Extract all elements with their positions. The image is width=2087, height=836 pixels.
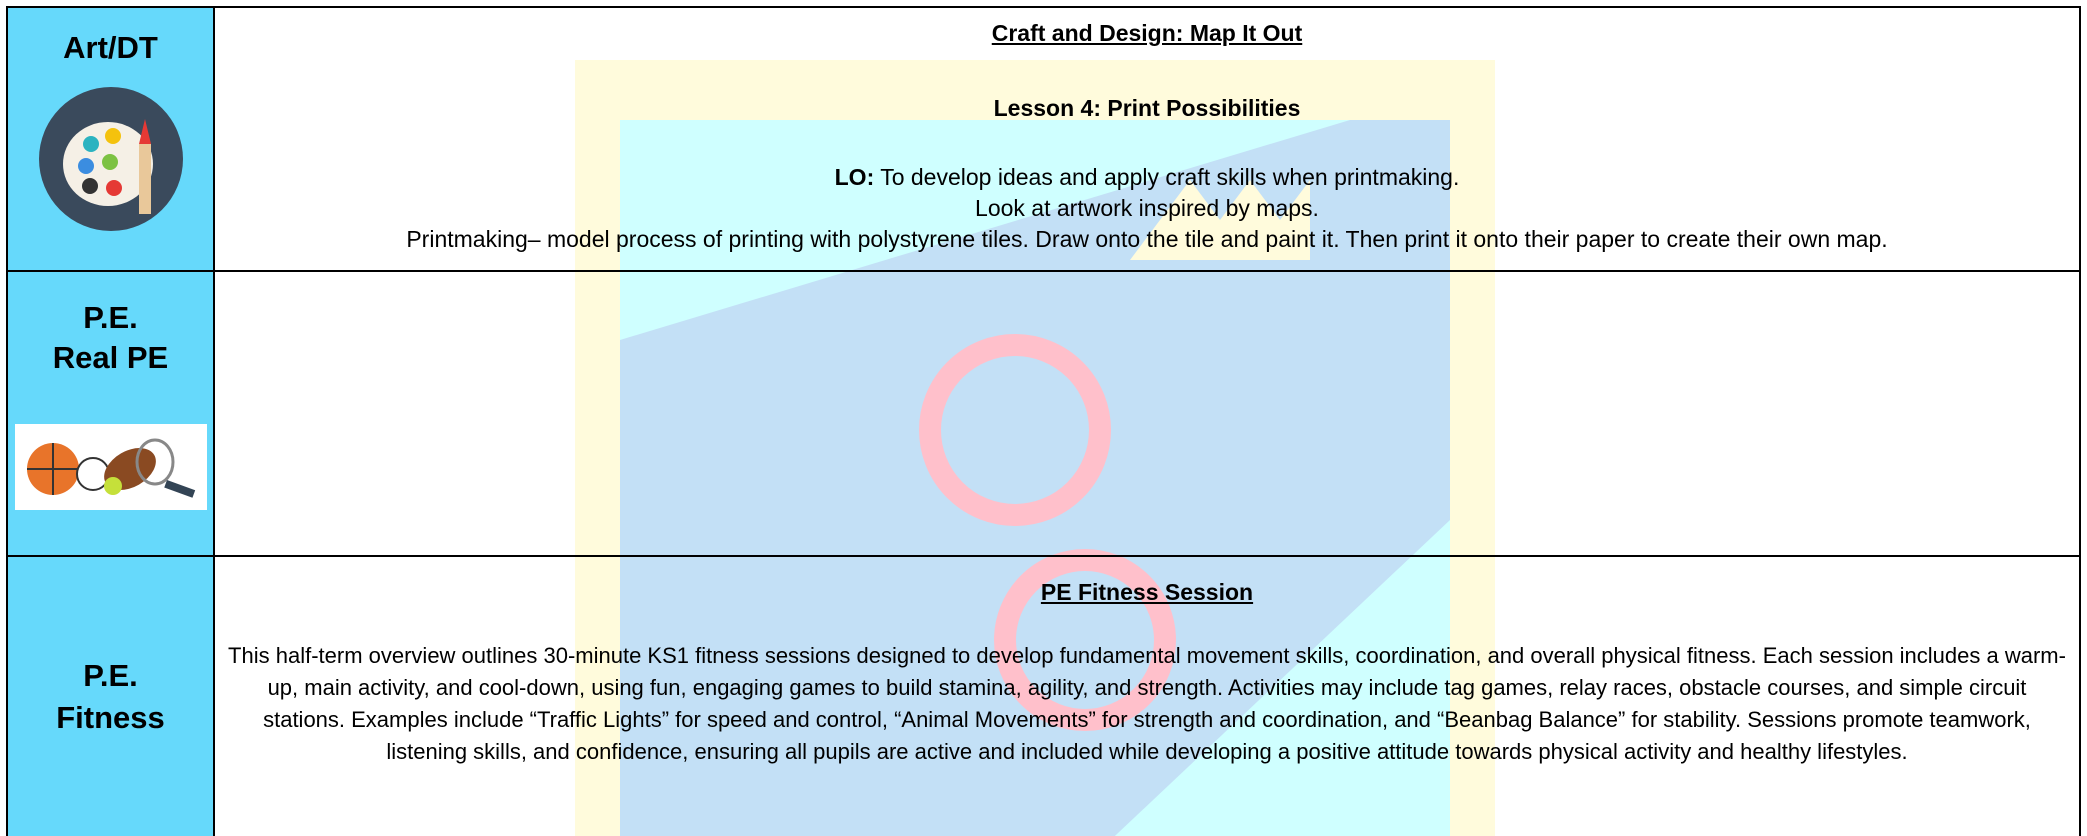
heading: Craft and Design: Map It Out xyxy=(991,20,1303,46)
crest-letter xyxy=(919,334,1111,526)
text-line: Printmaking– model process of printing w… xyxy=(406,226,1888,252)
paragraph: This half-term overview outlines 30-minu… xyxy=(228,643,2066,764)
sports-icon xyxy=(14,424,207,510)
subject-label: P.E. xyxy=(83,658,138,693)
heading: PE Fitness Session xyxy=(1040,579,1254,605)
content-cell: PE Fitness Session This half-term overvi… xyxy=(213,555,2081,836)
subject-label: P.E. xyxy=(83,300,138,335)
crest-diagonal xyxy=(620,120,1450,836)
subject-cell: Art/DT xyxy=(6,6,215,272)
objective: LO: To develop ideas and apply craft ski… xyxy=(215,162,2079,193)
objective-text: To develop ideas and apply craft skills … xyxy=(874,164,1460,190)
subject-label: Real PE xyxy=(52,340,169,375)
subject-label: Fitness xyxy=(56,700,165,735)
crest-border xyxy=(575,60,1495,836)
text-line: Look at artwork inspired by maps. xyxy=(975,195,1319,221)
objective-label: LO: xyxy=(834,164,875,190)
palette-icon xyxy=(38,87,183,231)
subject-cell: P.E. Real PE xyxy=(6,270,215,557)
content-cell: Craft and Design: Map It Out Lesson 4: P… xyxy=(213,6,2081,272)
lesson-title: Lesson 4: Print Possibilities xyxy=(993,95,1301,121)
subject-cell: P.E. Fitness xyxy=(6,555,215,836)
content-cell xyxy=(213,270,2081,557)
crest-crown xyxy=(1130,180,1310,260)
crest-letter xyxy=(994,549,1176,731)
subject-label: Art/DT xyxy=(63,30,158,65)
crest-field xyxy=(620,120,1450,836)
